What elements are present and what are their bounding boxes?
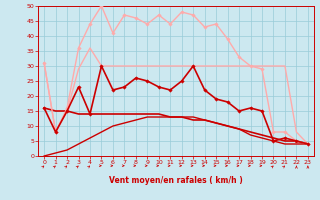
X-axis label: Vent moyen/en rafales ( km/h ): Vent moyen/en rafales ( km/h ) <box>109 176 243 185</box>
